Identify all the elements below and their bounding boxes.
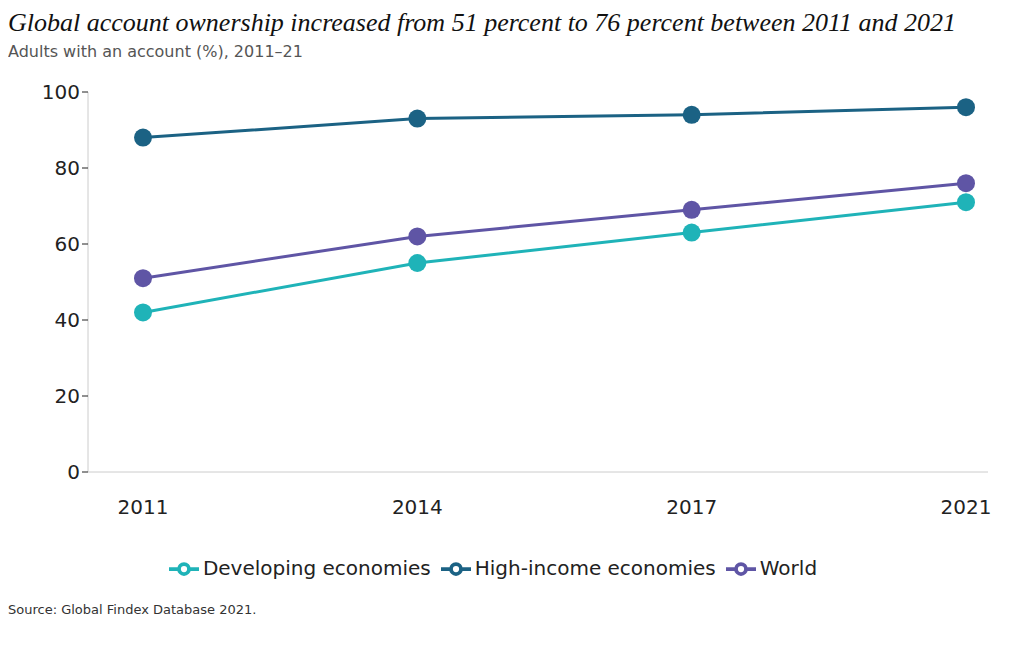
svg-text:2017: 2017 — [666, 495, 717, 519]
svg-text:20: 20 — [55, 384, 80, 408]
html-text:Adults with an account (%), 20: Adults with an account (%), 2011–21 — [8, 42, 303, 61]
svg-text:100: 100 — [42, 80, 80, 104]
svg-text:2014: 2014 — [392, 495, 443, 519]
svg-text:60: 60 — [55, 232, 80, 256]
html-text:High-income economies: High-income economies — [474, 555, 716, 580]
html-text:Source: Global Findex Database: Source: Global Findex Database 2021. — [8, 602, 257, 617]
svg-text:80: 80 — [55, 156, 80, 180]
html-text:Global account ownership incre: Global account ownership increased from … — [8, 8, 957, 37]
html-text:Developing economies: Developing economies — [202, 555, 431, 580]
svg-text:0: 0 — [67, 460, 80, 484]
svg-text:2011: 2011 — [118, 495, 169, 519]
html-text:World: World — [759, 555, 818, 580]
svg-text:40: 40 — [55, 308, 80, 332]
svg-text:2021: 2021 — [941, 495, 992, 519]
